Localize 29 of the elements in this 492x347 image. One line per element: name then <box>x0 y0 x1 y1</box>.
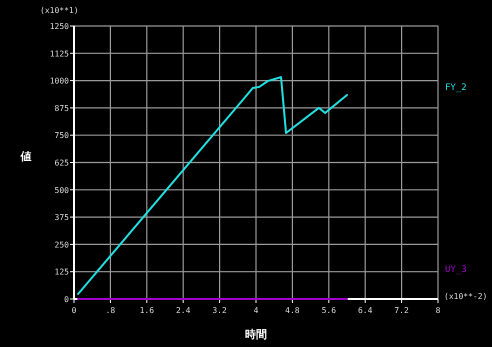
text: FY_2 <box>445 83 467 93</box>
x-tick-label: 6.4 <box>358 306 373 315</box>
x-tick-label: 4.8 <box>285 306 300 315</box>
y-tick-label: 750 <box>54 131 70 140</box>
x-tick-label: 4 <box>254 306 259 315</box>
y-tick-label: 0 <box>64 295 70 304</box>
y-tick-label: 250 <box>54 240 70 250</box>
x-tick-label: 5.6 <box>322 306 336 315</box>
y-tick-label: 375 <box>54 213 70 222</box>
x-tick-label: .8 <box>106 306 116 315</box>
y-tick-label: 125 <box>54 268 70 277</box>
x-tick-label: 1.6 <box>140 306 154 315</box>
y-tick-label: 1250 <box>50 22 70 31</box>
y-tick-label: 500 <box>54 186 70 195</box>
text: UY_3 <box>445 265 467 275</box>
x-tick-label: 2.4 <box>176 306 191 315</box>
y-tick-label: 625 <box>54 158 70 168</box>
x-tick-label: 0 <box>72 306 77 315</box>
x-tick-label: 8 <box>436 306 441 315</box>
x-tick-label: 7.2 <box>394 306 410 315</box>
y-tick-label: 1125 <box>50 49 70 58</box>
x-axis-title: 時間 <box>245 328 267 341</box>
x-tick-label: 3.2 <box>212 306 228 315</box>
y-axis-title: 値 <box>20 150 32 163</box>
text: (x10**1) <box>40 6 79 15</box>
line-series <box>77 76 348 295</box>
text: (x10**-2) <box>444 292 488 301</box>
y-tick-label: 1000 <box>50 76 70 86</box>
y-tick-label: 875 <box>54 104 70 113</box>
